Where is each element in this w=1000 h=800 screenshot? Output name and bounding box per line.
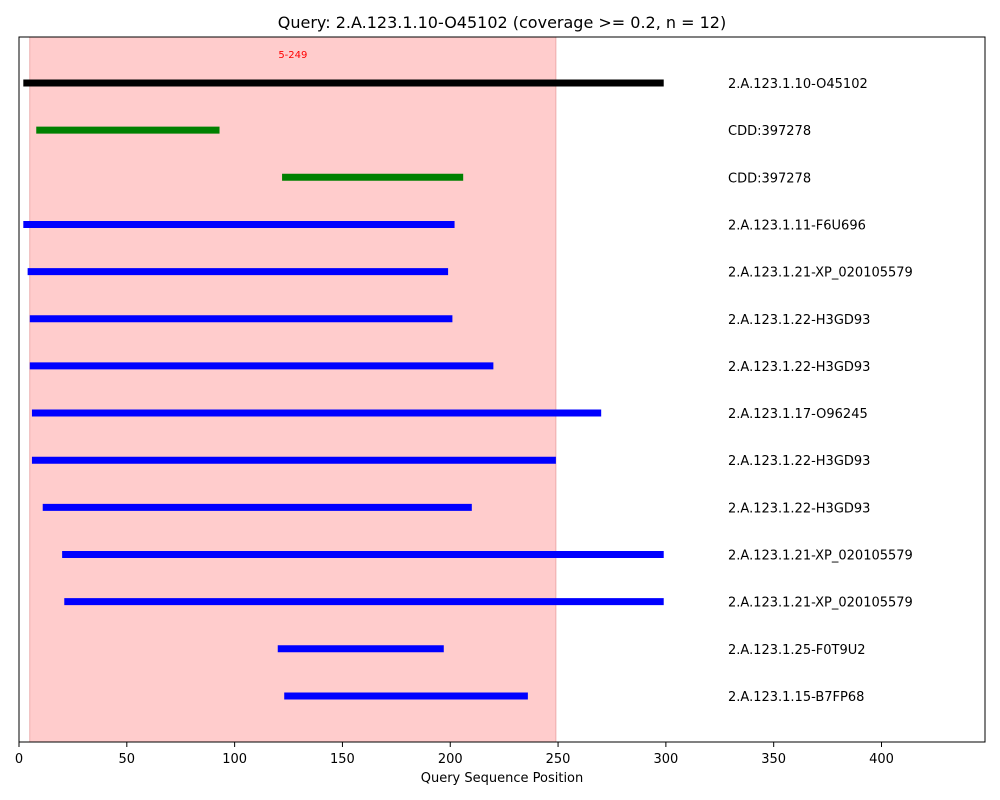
axes-frame	[18, 36, 986, 743]
x-tick-label: 100	[222, 752, 247, 767]
segment-label: 2.A.123.1.21-XP_020105579	[728, 549, 913, 564]
x-tick-label: 50	[119, 752, 136, 767]
segment-label: 2.A.123.1.21-XP_020105579	[728, 266, 913, 281]
segment-label: CDD:397278	[728, 124, 811, 139]
highlight-region	[29, 36, 557, 743]
plot-area: 5-249 2.A.123.1.10-O45102 CDD:397278 CDD:39…	[15, 36, 986, 767]
segment-label: 2.A.123.1.15-B7FP68	[728, 690, 864, 705]
segment-label: 2.A.123.1.22-H3GD93	[728, 454, 870, 469]
segment-label: 2.A.123.1.17-O96245	[728, 407, 868, 422]
segment-label: 2.A.123.1.21-XP_020105579	[728, 596, 913, 611]
x-tick-label: 350	[761, 752, 786, 767]
highlight-label: 5-249	[278, 50, 307, 61]
segment-label: CDD:397278	[728, 171, 811, 186]
segment-label: 2.A.123.1.22-H3GD93	[728, 313, 870, 328]
x-axis-label: Query Sequence Position	[421, 771, 584, 786]
x-tick-label: 250	[546, 752, 571, 767]
segment-label: 2.A.123.1.22-H3GD93	[728, 501, 870, 516]
segment-label: 2.A.123.1.22-H3GD93	[728, 360, 870, 375]
x-tick-label: 400	[869, 752, 894, 767]
segment-label: 2.A.123.1.25-F0T9U2	[728, 643, 866, 658]
x-tick-label: 300	[653, 752, 678, 767]
x-tick-label: 200	[438, 752, 463, 767]
segment-label: 2.A.123.1.10-O45102	[728, 77, 868, 92]
x-tick-label: 150	[330, 752, 355, 767]
x-tick-label: 0	[15, 752, 23, 767]
segment-label: 2.A.123.1.11-F6U696	[728, 218, 866, 233]
chart-title: Query: 2.A.123.1.10-O45102 (coverage >= …	[278, 13, 726, 32]
